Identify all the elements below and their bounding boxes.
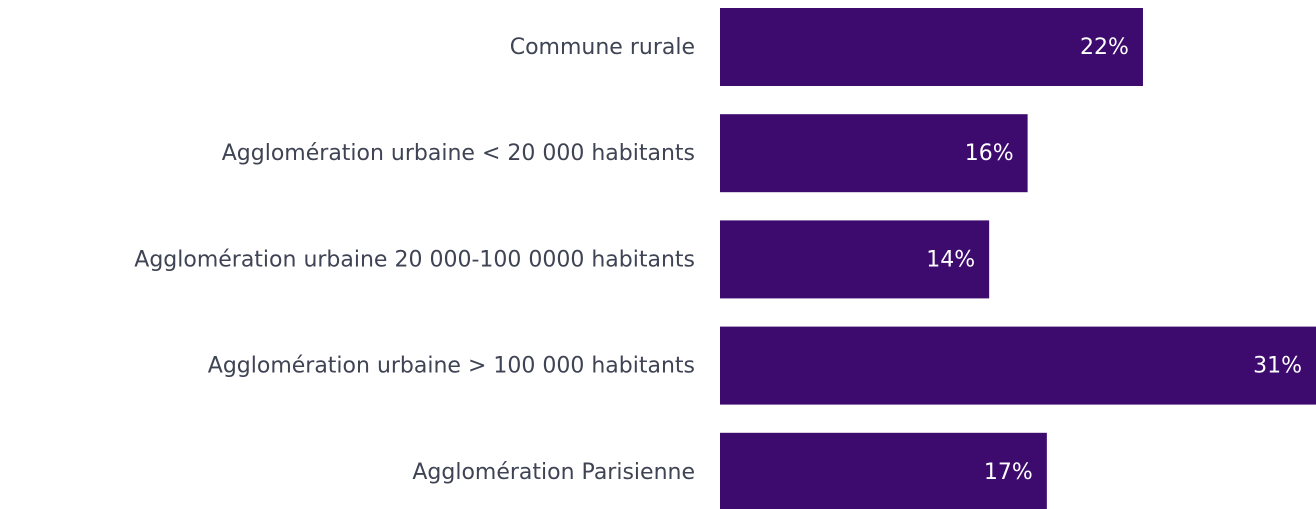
value-label: 17% <box>984 460 1033 485</box>
value-label: 31% <box>1253 354 1302 379</box>
bar <box>720 220 990 299</box>
category-label: Agglomération urbaine 20 000-100 0000 ha… <box>134 247 695 272</box>
bar <box>720 326 1316 405</box>
bar <box>720 8 1143 86</box>
category-label: Agglomération urbaine > 100 000 habitant… <box>208 354 695 379</box>
bar <box>720 114 1028 193</box>
value-label: 22% <box>1080 35 1129 60</box>
category-label: Commune rurale <box>510 35 695 60</box>
value-label: 14% <box>926 247 975 272</box>
value-label: 16% <box>965 141 1014 166</box>
bar <box>720 432 1047 509</box>
category-label: Agglomération urbaine < 20 000 habitants <box>222 141 695 166</box>
category-label: Agglomération Parisienne <box>412 460 695 485</box>
